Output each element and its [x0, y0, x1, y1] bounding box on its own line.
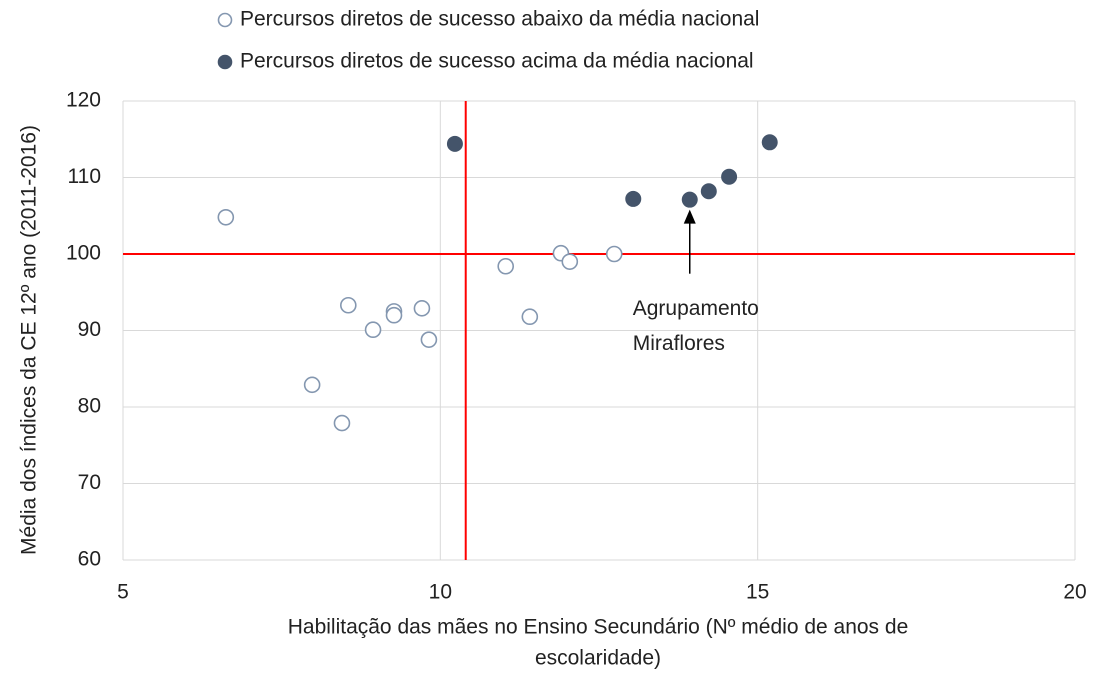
data-point — [217, 208, 235, 226]
legend-label: Percursos diretos de sucesso acima da mé… — [240, 50, 754, 73]
data-point — [700, 183, 717, 200]
x-axis-title: Habilitação das mães no Ensino Secundári… — [288, 616, 909, 639]
data-point — [364, 321, 382, 339]
data-point — [521, 308, 539, 326]
data-point — [721, 168, 738, 185]
data-point — [446, 135, 463, 152]
annotation-text: Agrupamento — [633, 297, 759, 320]
data-point — [681, 191, 698, 208]
data-point — [333, 414, 351, 432]
y-axis-title: Média dos índices da CE 12º ano (2011-20… — [18, 125, 41, 555]
data-point — [385, 306, 403, 324]
x-axis-title: escolaridade) — [535, 647, 661, 670]
data-point — [625, 190, 642, 207]
y-tick-label: 110 — [68, 165, 101, 188]
x-tick-label: 5 — [117, 581, 129, 604]
y-tick-label: 90 — [78, 318, 101, 341]
data-point — [420, 331, 438, 348]
data-point — [413, 300, 431, 317]
y-tick-label: 70 — [78, 471, 101, 494]
legend-label: Percursos diretos de sucesso abaixo da m… — [240, 8, 759, 31]
data-point — [497, 257, 515, 275]
data-point — [303, 376, 321, 394]
legend-marker — [217, 54, 233, 70]
y-tick-label: 120 — [66, 89, 101, 112]
x-tick-label: 15 — [746, 581, 769, 604]
annotation-arrowhead — [683, 209, 696, 224]
y-tick-label: 100 — [66, 242, 101, 265]
annotation-text: Miraflores — [633, 332, 725, 355]
data-point — [340, 296, 357, 314]
x-tick-label: 10 — [429, 581, 452, 604]
data-point — [561, 253, 579, 270]
x-tick-label: 20 — [1063, 581, 1086, 604]
y-tick-label: 80 — [78, 395, 101, 418]
legend-marker — [217, 12, 233, 28]
data-point — [605, 245, 623, 263]
y-tick-label: 60 — [78, 548, 101, 571]
data-point — [761, 134, 778, 151]
